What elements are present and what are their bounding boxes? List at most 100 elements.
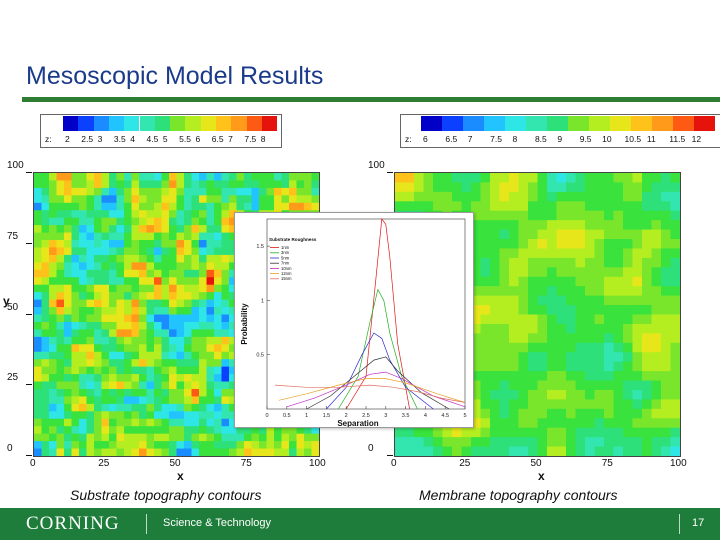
colorbar-tick-label: 8 (260, 134, 266, 144)
colorbar-tick-label: 8.5 (534, 134, 547, 144)
x-tick-label: 2 (345, 413, 348, 419)
x-tick-label: 50 (169, 458, 181, 469)
colorbar-swatch (216, 116, 232, 131)
colorbar-swatch (463, 116, 484, 131)
colorbar-swatch (694, 116, 715, 131)
colorbar-swatch (631, 116, 652, 131)
series-line-1nm (345, 218, 410, 410)
colorbar-tick-label: 12 (691, 134, 702, 144)
colorbar-tick-label: 3.5 (113, 134, 126, 144)
y-tick-label: 1 (261, 298, 264, 304)
colorbar-tick-label: 6 (195, 134, 201, 144)
x-tick-label: 1 (305, 413, 308, 419)
y-tick-mark (26, 455, 32, 456)
colorbar-tick-label: 5 (162, 134, 168, 144)
y-tick-label: 100 (7, 160, 24, 171)
colorbar-swatch (246, 116, 262, 131)
slide-title: Mesoscopic Model Results (26, 62, 324, 90)
colorbar-tick-label: 7.5 (244, 134, 257, 144)
colorbar-tick-label: 9.5 (579, 134, 592, 144)
colorbar-prefix: z: (45, 134, 52, 144)
colorbar-swatch (139, 116, 155, 131)
colorbar-prefix: z: (405, 134, 412, 144)
colorbar-swatch (200, 116, 216, 131)
x-tick-label: 5 (463, 413, 466, 419)
colorbar-swatch (547, 116, 568, 131)
colorbar-swatch (568, 116, 589, 131)
y-tick-mark (26, 313, 32, 315)
colorbar-tick-label: 6.5 (211, 134, 224, 144)
colorbar-swatch (154, 116, 171, 131)
colorbar-tick-label: 2.5 (81, 134, 94, 144)
x-tick-label: 25 (98, 458, 110, 469)
colorbar-swatch (108, 116, 125, 131)
y-tick-label: 1.5 (256, 244, 264, 250)
colorbar-tick-label: 10.5 (624, 134, 642, 144)
x-tick-label: 0.5 (283, 413, 291, 419)
y-axis-label: y (3, 294, 10, 308)
legend-entry: 3nm (281, 250, 290, 255)
title-divider (22, 97, 720, 102)
footer-divider (146, 514, 147, 534)
colorbar-tick-label: 6.5 (445, 134, 458, 144)
colorbar-tick-label: 10 (602, 134, 612, 144)
colorbar-tick-label: 4 (130, 134, 135, 144)
colorbar-swatch (261, 116, 278, 131)
colorbar-swatch (93, 116, 109, 131)
y-tick-label: 0 (7, 443, 13, 454)
colorbar-swatch (673, 116, 694, 131)
plot-frame (266, 218, 466, 410)
x-tick-label: 3 (384, 413, 387, 419)
colorbar-swatch (442, 116, 463, 131)
x-axis-label: x (177, 469, 184, 483)
colorbar-swatch (652, 116, 673, 131)
substrate-caption: Substrate topography contours (70, 487, 262, 503)
colorbar-swatch (505, 116, 526, 131)
colorbar-swatch (185, 116, 201, 131)
legend-title: Substrate Roughness (269, 237, 317, 242)
y-axis-title: Probability (240, 303, 249, 345)
probability-chart-svg: 0 0.5 1 1.5 2 2.5 3 3.5 4 4.5 5 0.5 1 1.5 Separation Pr… (240, 218, 467, 428)
colorbar-tick-label: 5.5 (179, 134, 191, 144)
series-line-3nm (338, 288, 418, 410)
colorbar-swatch (78, 116, 94, 131)
y-tick-label: 0 (368, 443, 374, 454)
y-tick-label: 75 (7, 230, 19, 242)
colorbar-swatch (610, 116, 631, 131)
x-axis-label: x (538, 469, 545, 483)
series-line-7nm (306, 356, 450, 410)
series-line-12nm (278, 378, 466, 403)
legend-entry: 7nm (281, 261, 290, 266)
membrane-colorbar: z: 6 6.5 7 7.5 8 8.5 9 9.5 10 10.5 11 11.5 12 (400, 114, 720, 148)
x-tick-label: 3.5 (402, 413, 410, 419)
colorbar-tick-label: 7.5 (490, 134, 502, 144)
y-tick-label: 0.5 (256, 353, 264, 359)
colorbar-tick-label: 9 (557, 134, 563, 144)
x-tick-label: 2.5 (362, 413, 370, 419)
legend-entry: 12nm (281, 271, 292, 276)
y-tick-mark (26, 384, 32, 386)
colorbar-swatch (421, 116, 442, 131)
series-line-5nm (326, 332, 434, 410)
y-tick-label: 50 (7, 301, 19, 313)
substrate-colorbar: z: 2 2.5 3 3.5 4 4.5 5 5.5 6 6.5 7 7.5 8 (40, 114, 282, 148)
colorbar-tick-label: 11 (646, 134, 656, 144)
y-tick-label: 100 (368, 160, 385, 171)
colorbar-tick-label: 7 (228, 134, 233, 144)
x-tick-label: 25 (459, 458, 471, 469)
footer-bar: CORNING Science & Technology 17 (0, 508, 720, 540)
legend-entry: 15nm (281, 276, 292, 281)
y-tick-mark (387, 172, 393, 173)
footer-divider (679, 514, 680, 534)
colorbar-swatch (231, 116, 247, 131)
y-tick-mark (26, 242, 32, 244)
probability-inset-chart: 0 0.5 1 1.5 2 2.5 3 3.5 4 4.5 5 0.5 1 1.5 Separation Pr… (234, 212, 474, 428)
legend-entry: 1nm (281, 245, 290, 250)
corning-logo: CORNING (26, 513, 120, 534)
page-number: 17 (692, 517, 705, 529)
y-tick-label: 25 (7, 372, 19, 384)
x-tick-label: 0 (265, 413, 268, 419)
x-tick-label: 4 (424, 413, 427, 419)
colorbar-tick-label: 11.5 (669, 134, 686, 144)
y-tick-mark (26, 172, 32, 173)
